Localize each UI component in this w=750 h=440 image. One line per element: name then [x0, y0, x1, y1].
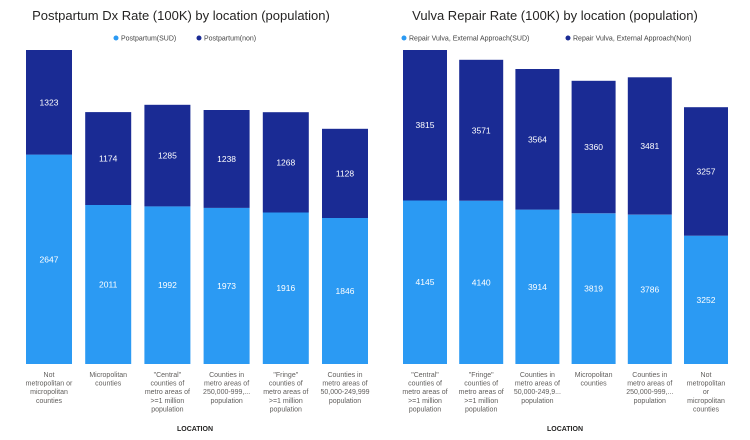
chart-postpartum: Postpartum Dx Rate (100K) by location (p… — [26, 8, 370, 433]
bar-c0-s0-3[interactable] — [203, 207, 250, 364]
legend-marker-vulva-sud — [401, 35, 407, 41]
chart-vulva-repair: Vulva Repair Rate (100K) by location (po… — [401, 8, 728, 433]
bars-vulva-repair: 4145 3815 "Central" counties of metro areas … — [402, 50, 728, 413]
data-label-c0-s0-5: 1846 — [336, 286, 355, 296]
data-label-c0-s1-5: 1128 — [336, 168, 355, 178]
category-label-c1-3: Micropolitan counties — [575, 372, 613, 388]
legend-marker-postpartum-sud — [113, 35, 119, 41]
bar-c0-s1-4[interactable] — [262, 112, 309, 213]
bar-c0-s1-2[interactable] — [144, 104, 191, 207]
bar-c0-s0-0[interactable] — [26, 154, 72, 364]
bar-c0-s1-1[interactable] — [85, 112, 132, 205]
bar-c1-s0-2[interactable] — [515, 209, 560, 364]
bar-c1-s0-4[interactable] — [627, 214, 672, 364]
legend-marker-postpartum-non — [196, 35, 202, 41]
bar-c0-s0-4[interactable] — [262, 212, 309, 365]
x-axis-title-vulva-repair: LOCATION — [547, 426, 583, 433]
bar-c1-s1-3[interactable] — [571, 80, 616, 214]
data-label-c1-s0-2: 3914 — [528, 282, 547, 292]
legend-marker-vulva-non — [565, 35, 571, 41]
bar-c0-s1-0[interactable] — [26, 50, 72, 155]
legend-label-vulva-sud[interactable]: Repair Vulva, External Approach(SUD) — [409, 36, 529, 43]
data-label-c0-s1-2: 1285 — [158, 151, 177, 161]
data-label-c0-s0-1: 2011 — [99, 280, 118, 290]
category-label-c0-2: "Central" counties of metro areas of >=1 mi… — [145, 372, 190, 413]
data-label-c1-s0-4: 3786 — [640, 284, 659, 294]
data-label-c1-s0-1: 4140 — [472, 277, 491, 287]
category-label-c1-1: "Fringe" counties of metro areas of >=1 mil… — [459, 372, 504, 413]
category-label-c1-4: Counties in metro areas of 250,000-999,...… — [626, 372, 673, 405]
data-label-c0-s0-4: 1916 — [276, 283, 295, 293]
data-label-c0-s1-1: 1174 — [99, 154, 118, 164]
bar-c1-s0-0[interactable] — [403, 200, 447, 365]
category-label-c0-5: Counties in metro areas of 50,000-249,999 p… — [320, 372, 369, 405]
data-label-c0-s0-2: 1992 — [158, 280, 177, 290]
bar-c0-s0-5[interactable] — [322, 218, 368, 364]
bar-c1-s1-4[interactable] — [627, 77, 672, 215]
category-label-c0-1: Micropolitan counties — [89, 372, 127, 388]
bar-c0-s0-2[interactable] — [144, 206, 191, 364]
bar-c0-s1-5[interactable] — [322, 128, 368, 218]
category-label-c1-2: Counties in metro areas of 50,000-249,9...… — [514, 372, 561, 405]
legend-label-postpartum-non[interactable]: Postpartum(non) — [204, 36, 256, 43]
category-label-c0-3: Counties in metro areas of 250,000-999,...… — [203, 372, 250, 405]
data-label-c1-s1-4: 3481 — [640, 141, 659, 151]
data-label-c1-s1-2: 3564 — [528, 134, 547, 144]
category-label-c0-0: Not metropolitan or micropolitan counties — [26, 372, 73, 405]
data-label-c1-s0-0: 4145 — [416, 277, 435, 287]
bar-c1-s0-1[interactable] — [459, 200, 504, 364]
chart-title-postpartum: Postpartum Dx Rate (100K) by location (p… — [32, 8, 330, 23]
data-label-c1-s1-3: 3360 — [584, 142, 603, 152]
bar-c1-s1-1[interactable] — [459, 59, 504, 201]
bar-c1-s1-0[interactable] — [403, 50, 447, 201]
data-label-c0-s1-3: 1238 — [217, 154, 236, 164]
bar-c0-s0-1[interactable] — [85, 204, 132, 364]
bar-c1-s1-5[interactable] — [684, 107, 728, 236]
category-label-c0-4: "Fringe" counties of metro areas of >=1 mil… — [263, 372, 308, 413]
bar-c0-s1-3[interactable] — [203, 110, 250, 208]
data-label-c1-s0-3: 3819 — [584, 284, 603, 294]
chart-title-vulva-repair: Vulva Repair Rate (100K) by location (po… — [412, 8, 698, 23]
bar-c1-s0-3[interactable] — [571, 213, 616, 364]
data-label-c1-s1-1: 3571 — [472, 125, 491, 135]
data-label-c1-s1-0: 3815 — [416, 120, 435, 130]
data-label-c1-s0-5: 3252 — [697, 295, 716, 305]
legend-label-vulva-non[interactable]: Repair Vulva, External Approach(Non) — [573, 36, 691, 43]
bars-postpartum: 2647 1323 Not metropolitan or micropolitan co… — [26, 50, 370, 413]
x-axis-title-postpartum: LOCATION — [177, 426, 213, 433]
data-label-c1-s1-5: 3257 — [697, 167, 716, 177]
data-label-c0-s0-0: 2647 — [40, 254, 59, 264]
legend-label-postpartum-sud[interactable]: Postpartum(SUD) — [121, 36, 176, 43]
category-label-c1-5: Not metropolitan or micropolitan counties — [687, 372, 726, 413]
data-label-c0-s0-3: 1973 — [217, 281, 236, 291]
category-label-c1-0: "Central" counties of metro areas of >=1 mi… — [402, 372, 447, 413]
bar-c1-s0-5[interactable] — [684, 235, 728, 364]
data-label-c0-s1-4: 1268 — [276, 157, 295, 167]
data-label-c0-s1-0: 1323 — [40, 97, 59, 107]
bar-c1-s1-2[interactable] — [515, 69, 560, 210]
